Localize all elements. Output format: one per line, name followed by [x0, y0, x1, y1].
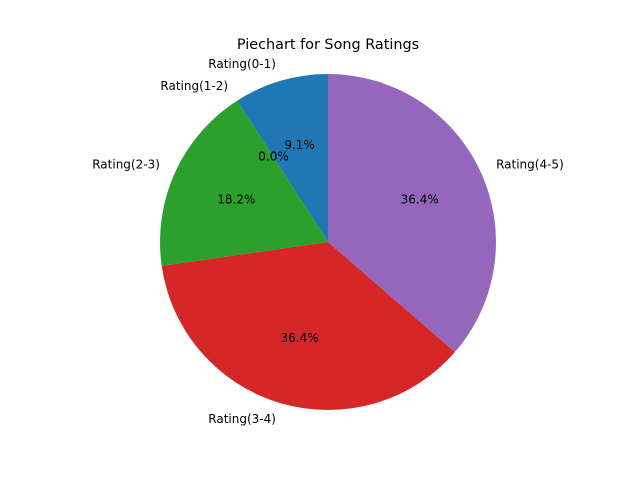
slice-percent-rating-0-1: 9.1% — [284, 138, 315, 152]
pie-slices — [160, 74, 496, 411]
slice-rating-2-3 — [160, 100, 328, 266]
slice-label-rating-0-1: Rating(0-1) — [208, 57, 276, 71]
slice-percent-rating-4-5: 36.4% — [401, 193, 439, 207]
slice-label-rating-4-5: Rating(4-5) — [496, 158, 564, 172]
slice-percent-rating-3-4: 36.4% — [281, 331, 319, 345]
slice-percent-rating-1-2: 0.0% — [258, 150, 289, 164]
slice-percent-rating-2-3: 18.2% — [217, 193, 255, 207]
slice-rating-4-5 — [328, 74, 496, 353]
pie-labels: Rating(0-1) 9.1% Rating(1-2) 0.0% Rating(2-3… — [92, 57, 564, 426]
slice-label-rating-2-3: Rating(2-3) — [92, 158, 160, 172]
chart-title: Piechart for Song Ratings — [237, 37, 419, 53]
slice-rating-0-1 — [237, 74, 328, 242]
slice-label-rating-3-4: Rating(3-4) — [208, 412, 276, 426]
slice-label-rating-1-2: Rating(1-2) — [160, 79, 228, 93]
slice-rating-3-4 — [161, 242, 455, 411]
